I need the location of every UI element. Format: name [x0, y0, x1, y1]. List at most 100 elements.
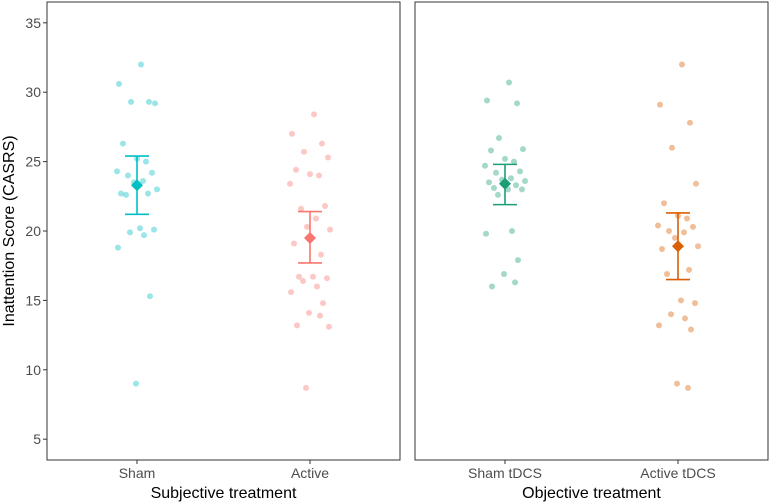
data-point: [313, 215, 319, 222]
panel-subjective-border: [46, 1, 401, 461]
x-tick-label: Sham tDCS: [468, 465, 542, 481]
data-point: [128, 98, 134, 105]
data-point: [668, 311, 674, 318]
group-active: [287, 111, 333, 391]
y-axis: 5 10 15 20 25 30 35: [25, 15, 47, 447]
data-point: [149, 169, 155, 176]
data-point: [483, 230, 489, 237]
data-point: [502, 155, 508, 162]
data-point: [141, 232, 147, 239]
group-active-tdcs: [655, 61, 701, 391]
data-point: [294, 322, 300, 329]
data-point: [152, 100, 158, 107]
data-point: [291, 240, 297, 247]
y-tick-label: 10: [25, 362, 41, 378]
data-point: [664, 271, 670, 278]
data-point: [137, 225, 143, 232]
y-tick-label: 30: [25, 84, 41, 100]
data-point: [514, 100, 520, 107]
mean-marker: [672, 240, 684, 253]
data-point: [674, 380, 680, 387]
y-axis-title: Inattention Score (CASRS): [1, 135, 18, 326]
data-point: [298, 205, 304, 212]
data-point: [496, 135, 502, 142]
data-point: [326, 323, 332, 330]
data-point: [686, 266, 692, 273]
data-point: [657, 101, 663, 108]
data-point: [661, 200, 667, 207]
data-point: [118, 190, 124, 197]
data-point: [310, 273, 316, 280]
y-tick-label: 5: [33, 431, 41, 447]
data-point: [491, 184, 497, 191]
panels: Sham Active Subjective treatment Sham tDCS A…: [114, 61, 716, 502]
data-point: [325, 154, 331, 161]
data-point: [311, 111, 317, 118]
data-point: [316, 172, 322, 179]
data-point: [512, 279, 518, 286]
data-point: [147, 293, 153, 300]
data-point: [486, 179, 492, 186]
data-point: [116, 80, 122, 87]
data-point: [145, 190, 151, 197]
x-tick-label: Active: [291, 465, 329, 481]
data-point: [304, 223, 310, 230]
data-point: [293, 166, 299, 173]
data-point: [685, 384, 691, 391]
data-point: [115, 244, 121, 251]
data-point: [682, 315, 688, 322]
data-point: [125, 172, 131, 179]
data-point: [319, 140, 325, 147]
data-point: [143, 158, 149, 165]
x-tick-label: Sham: [119, 465, 156, 481]
data-point: [114, 168, 120, 175]
data-point: [301, 148, 307, 155]
y-tick-label: 15: [25, 292, 41, 308]
data-point: [317, 312, 323, 319]
data-point: [688, 326, 694, 333]
data-point: [495, 191, 501, 198]
data-point: [655, 222, 661, 229]
data-point: [303, 384, 309, 391]
data-point: [146, 98, 152, 105]
group-sham: [114, 61, 160, 387]
data-point: [672, 234, 678, 241]
data-point: [151, 226, 157, 233]
data-point: [287, 180, 293, 187]
data-point: [519, 186, 525, 193]
data-point: [138, 61, 144, 68]
data-point: [327, 226, 333, 233]
data-point: [690, 223, 696, 230]
data-point: [695, 243, 701, 250]
data-point: [488, 147, 494, 154]
data-point: [324, 275, 330, 282]
data-point: [140, 178, 146, 185]
panel-2: Sham tDCS Active tDCS Objective treatment: [468, 61, 716, 502]
x-axis-title: Subjective treatment: [151, 485, 297, 502]
panel-1: Sham Active Subjective treatment: [114, 61, 333, 502]
data-point: [307, 171, 313, 178]
y-tick-label: 35: [25, 15, 41, 31]
data-point: [120, 140, 126, 147]
data-point: [288, 289, 294, 296]
data-point: [320, 300, 326, 307]
data-point: [509, 228, 515, 234]
data-point: [508, 175, 514, 182]
mean-marker: [304, 231, 316, 244]
data-point: [693, 180, 699, 187]
x-tick-label: Active tDCS: [640, 465, 715, 481]
data-point: [666, 228, 672, 234]
panel-objective-border: [414, 1, 769, 461]
data-point: [482, 162, 488, 169]
x-axis-title: Objective treatment: [522, 485, 661, 502]
data-point: [318, 251, 324, 258]
data-point: [127, 229, 133, 236]
data-point: [123, 191, 129, 198]
data-point: [493, 169, 499, 176]
data-point: [513, 182, 519, 189]
y-tick-label: 20: [25, 223, 41, 239]
data-point: [692, 300, 698, 307]
data-point: [296, 273, 302, 280]
data-point: [511, 158, 517, 165]
